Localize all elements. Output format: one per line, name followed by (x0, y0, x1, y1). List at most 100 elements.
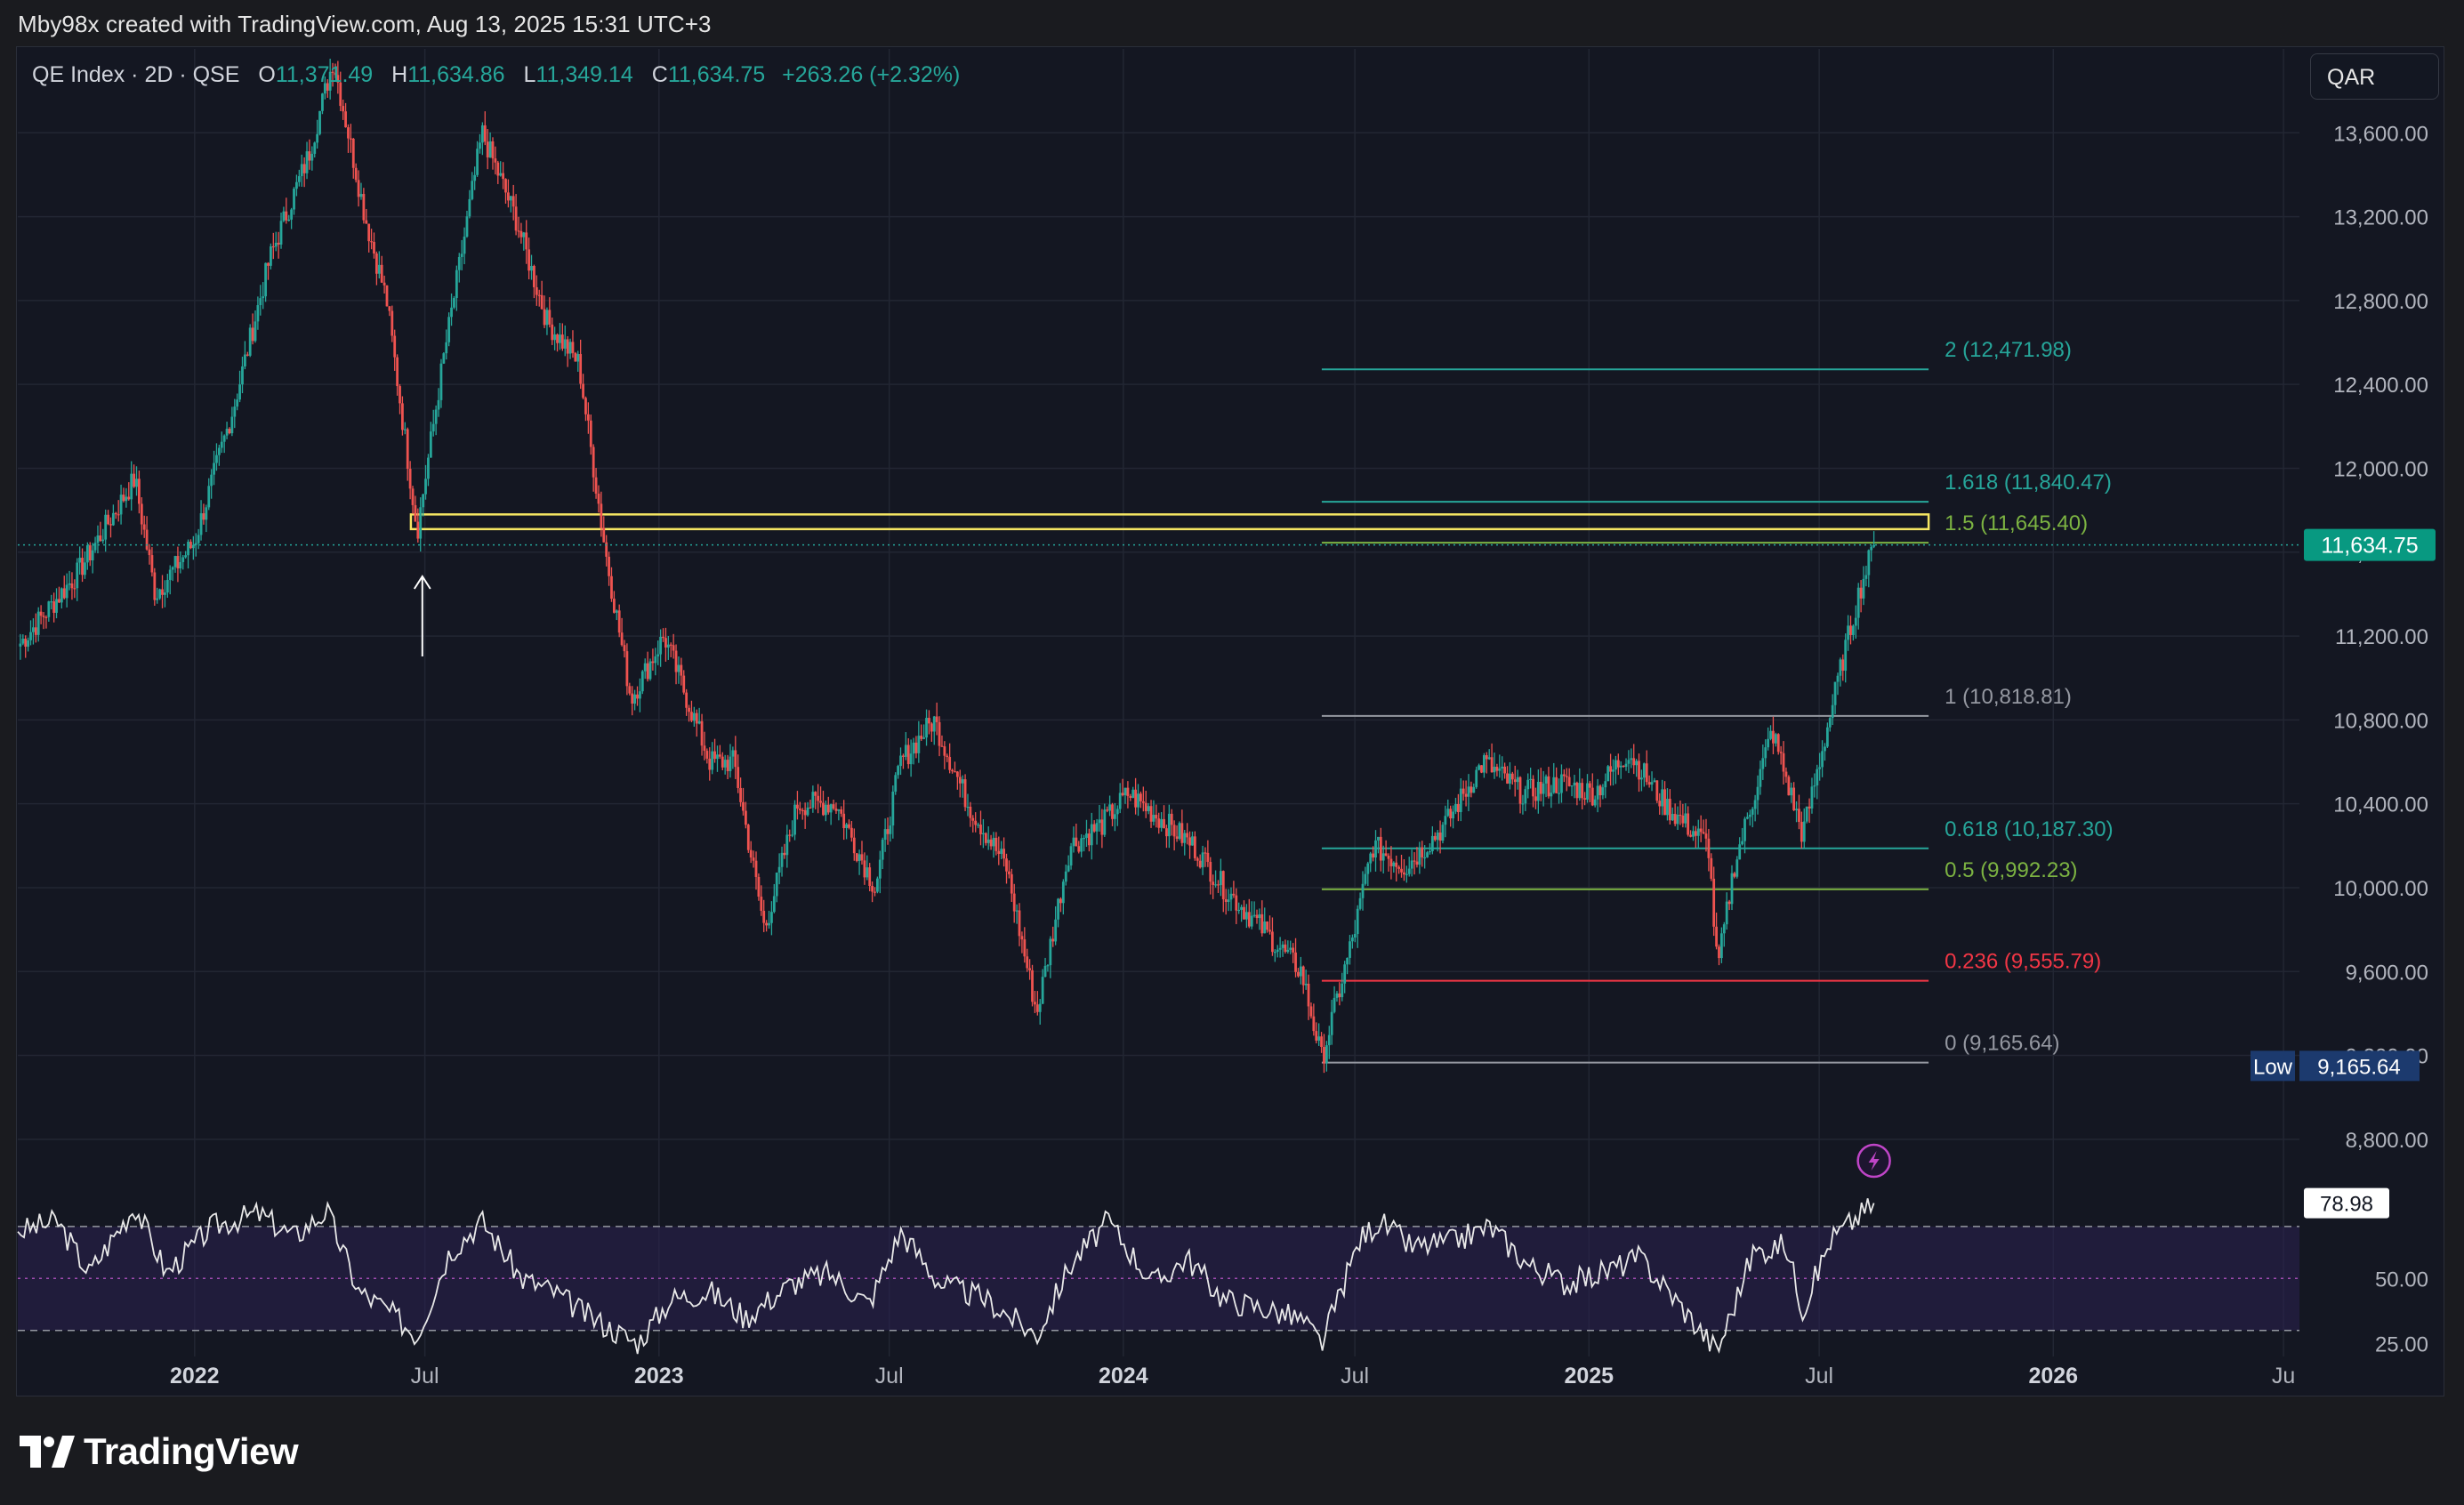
candle-body (819, 801, 822, 803)
candle-body (1493, 766, 1496, 773)
candle-body (533, 265, 535, 287)
candle-body (765, 922, 769, 926)
candle-body (1808, 806, 1811, 809)
candle-body (1121, 793, 1124, 796)
candle-body (96, 535, 100, 543)
candle-body (1358, 897, 1362, 909)
candle-body (1064, 871, 1067, 882)
candle-body (826, 804, 830, 813)
candle-body (1276, 949, 1279, 953)
candle-body (1632, 758, 1636, 766)
candle-body (1715, 926, 1718, 947)
candle-body (1395, 862, 1398, 867)
candle-body (504, 179, 507, 193)
candle-body (1813, 785, 1816, 787)
candle-body (1461, 788, 1465, 794)
candle-body (1725, 901, 1728, 925)
candle-body (1129, 796, 1132, 798)
candle-body (34, 627, 37, 635)
candle-body (127, 496, 131, 500)
symbol-legend[interactable]: QE Index · 2D · QSE O11,371.49 H11,634.8… (32, 62, 960, 88)
candle-body (620, 632, 624, 646)
candle-body (1756, 786, 1759, 801)
candle-body (744, 810, 747, 825)
candle-body (1604, 781, 1607, 788)
candle-body (109, 524, 112, 526)
candle-body (1802, 821, 1806, 842)
candle-body (969, 806, 972, 818)
candle-body (1526, 779, 1530, 790)
candle-body (946, 755, 949, 758)
candle-body (122, 495, 125, 502)
candle-body (65, 584, 68, 599)
candle-body (1372, 853, 1375, 858)
candle-body (1536, 781, 1540, 801)
tradingview-logo[interactable]: TradingView (20, 1425, 299, 1478)
candle-body (729, 756, 732, 771)
candle-body (1444, 816, 1447, 825)
candle-body (1798, 809, 1800, 823)
candle-body (1849, 625, 1852, 635)
candle-body (19, 643, 22, 647)
candle-body (158, 589, 162, 599)
currency-button[interactable]: QAR (2310, 53, 2439, 100)
candle-body (1586, 783, 1589, 800)
candle-body (313, 142, 317, 154)
candle-body (1867, 550, 1871, 575)
candle-body (909, 753, 913, 765)
candle-body (1364, 873, 1367, 884)
candle-body (954, 771, 956, 773)
candle-body (164, 592, 166, 595)
candle-body (1847, 625, 1849, 640)
candle-body (986, 839, 990, 843)
candle-body (1330, 1011, 1333, 1035)
candle-body (1289, 947, 1292, 950)
candle-body (99, 535, 102, 542)
candle-body (780, 852, 784, 867)
candle-body (721, 756, 724, 768)
candle-body (806, 807, 809, 816)
candle-body (643, 663, 647, 672)
fib-level-label: 0.236 (9,555.79) (1945, 950, 2101, 974)
candle-body (688, 707, 690, 712)
candle-body (737, 767, 740, 788)
candle-body (465, 216, 469, 237)
candle-body (659, 636, 663, 655)
time-tick-label: 2022 (170, 1364, 220, 1388)
candle-body (1503, 766, 1507, 774)
candle-body (850, 827, 853, 838)
candle-body (615, 610, 618, 613)
candle-body (1547, 776, 1550, 797)
candle-body (447, 317, 451, 342)
candle-body (125, 496, 128, 502)
candle-body (359, 194, 363, 197)
candle-body (1485, 755, 1488, 760)
candle-body (1152, 815, 1156, 822)
candle-body (473, 174, 477, 181)
candle-body (119, 495, 123, 515)
candle-body (290, 209, 294, 220)
candle-body (768, 922, 770, 926)
candle-body (1583, 798, 1586, 800)
candle-body (171, 567, 174, 570)
candle-body (1795, 809, 1798, 810)
candle-body (107, 514, 109, 525)
candle-body (1668, 799, 1671, 821)
candle-body (948, 757, 952, 770)
candle-body (586, 414, 590, 421)
candle-body (1206, 852, 1210, 862)
candle-body (1761, 758, 1765, 769)
candle-body (293, 189, 295, 210)
candle-body (55, 599, 58, 613)
chart-pane[interactable] (16, 46, 2444, 1396)
candle-body (377, 264, 381, 274)
candle-body (920, 736, 923, 739)
candle-body (708, 758, 712, 770)
candle-body (1170, 813, 1173, 825)
candle-body (1516, 777, 1519, 783)
candle-body (388, 306, 391, 311)
candle-body (1681, 815, 1685, 824)
candle-body (527, 249, 531, 271)
candle-body (1570, 785, 1574, 787)
